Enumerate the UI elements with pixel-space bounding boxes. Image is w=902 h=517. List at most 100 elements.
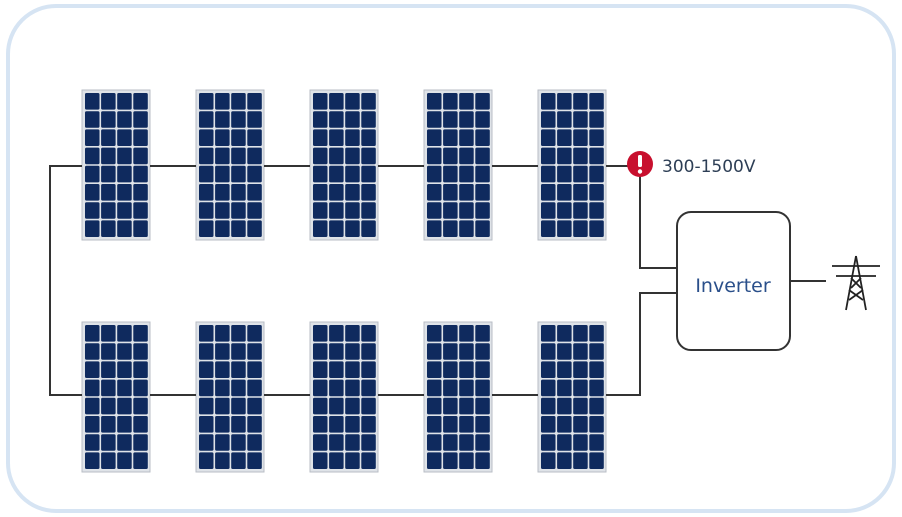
panel-cell [199, 111, 214, 128]
panel-cell [541, 220, 556, 237]
panel-cell [541, 93, 556, 110]
panel-cell [557, 361, 572, 378]
panel-cell [345, 416, 360, 433]
wire [49, 165, 82, 396]
panel-cell [589, 325, 604, 342]
panel-cell [361, 416, 376, 433]
panel-cell [589, 434, 604, 451]
solar-panel [537, 321, 607, 473]
panel-cell [589, 361, 604, 378]
panel-cell [589, 379, 604, 397]
panel-cell [101, 111, 116, 128]
wire [606, 165, 677, 269]
panel-cell [313, 93, 328, 110]
panel-cell [361, 220, 376, 237]
panel-cell [231, 434, 246, 451]
panel-cell [475, 220, 490, 237]
solar-panel [423, 321, 493, 473]
panel-cell [313, 147, 328, 165]
panel-cell [231, 452, 246, 469]
panel-cell [345, 397, 360, 415]
panel-cell [117, 184, 132, 201]
solar-panel [81, 89, 151, 241]
panel-cell [215, 343, 230, 360]
panel-cell [459, 325, 474, 342]
solar-panel [309, 89, 379, 241]
panel-cell [199, 129, 214, 146]
panel-cell [475, 343, 490, 360]
solar-panel [423, 89, 493, 241]
panel-cell [541, 129, 556, 146]
solar-panel [195, 321, 265, 473]
panel-cell [117, 93, 132, 110]
panel-cell [199, 184, 214, 201]
panel-cell [557, 184, 572, 201]
panel-cell [117, 434, 132, 451]
panel-cell [541, 361, 556, 378]
panel-cell [443, 93, 458, 110]
warning-icon [627, 151, 653, 177]
panel-cell [589, 93, 604, 110]
panel-cell [589, 111, 604, 128]
panel-cell [133, 93, 148, 110]
panel-cell [313, 129, 328, 146]
panel-cell [573, 111, 588, 128]
panel-cell [215, 202, 230, 219]
panel-cell [101, 220, 116, 237]
panel-cell [557, 434, 572, 451]
panel-cell [199, 147, 214, 165]
panel-cell [329, 325, 344, 342]
panel-cell [589, 184, 604, 201]
panel-cell [133, 202, 148, 219]
panel-cell [313, 220, 328, 237]
solar-panel [81, 321, 151, 473]
panel-cell [231, 202, 246, 219]
panel-cell [231, 416, 246, 433]
voltage-label: 300-1500V [662, 157, 756, 177]
panel-cell [117, 361, 132, 378]
panel-cell [427, 416, 442, 433]
panel-cell [313, 416, 328, 433]
panel-cell [101, 184, 116, 201]
panel-cell [199, 325, 214, 342]
panel-cell [231, 343, 246, 360]
panel-cell [329, 397, 344, 415]
panel-cell [215, 452, 230, 469]
panel-cell [427, 184, 442, 201]
wires [49, 165, 826, 396]
panel-cell [345, 111, 360, 128]
tower-leg [845, 255, 857, 311]
power-tower [832, 255, 880, 311]
inverter-label: Inverter [695, 275, 771, 297]
panel-cell [247, 111, 262, 128]
panel-cell [427, 397, 442, 415]
panel-cell [361, 325, 376, 342]
panel-cell [459, 397, 474, 415]
panel-cell [589, 397, 604, 415]
panel-cell [443, 165, 458, 183]
panel-cell [557, 343, 572, 360]
panel-cell [101, 93, 116, 110]
panel-cell [231, 111, 246, 128]
panel-cell [459, 93, 474, 110]
panel-cell [215, 165, 230, 183]
panel-cell [573, 434, 588, 451]
panel-cell [541, 147, 556, 165]
panel-cell [133, 129, 148, 146]
panel-cell [557, 397, 572, 415]
panel-cell [215, 434, 230, 451]
panel-cell [459, 343, 474, 360]
panel-cell [557, 129, 572, 146]
panel-cell [313, 202, 328, 219]
panel-cell [345, 361, 360, 378]
panel-cell [133, 343, 148, 360]
panel-cell [361, 93, 376, 110]
panel-cell [589, 165, 604, 183]
panel-cell [427, 452, 442, 469]
panel-cell [361, 129, 376, 146]
panel-cell [133, 416, 148, 433]
panel-cell [85, 361, 100, 378]
panel-cell [247, 397, 262, 415]
panel-cell [313, 165, 328, 183]
panel-cell [475, 93, 490, 110]
